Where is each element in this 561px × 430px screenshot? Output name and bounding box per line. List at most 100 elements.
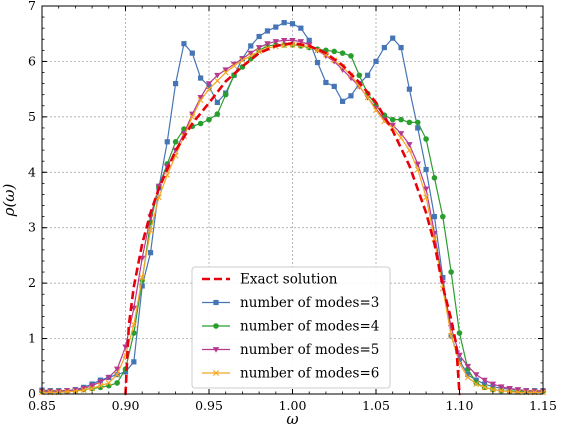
data-point xyxy=(423,194,430,201)
legend-label: number of modes=4 xyxy=(240,319,379,335)
data-point xyxy=(422,186,430,193)
x-tick-label: 1.10 xyxy=(446,398,474,413)
data-point xyxy=(205,81,213,87)
data-point xyxy=(273,24,279,30)
data-point xyxy=(489,381,497,388)
data-point xyxy=(348,93,354,99)
data-point xyxy=(247,50,254,57)
data-point xyxy=(147,227,154,234)
data-point xyxy=(80,387,87,394)
data-point xyxy=(481,381,488,387)
series-layer xyxy=(38,20,547,396)
data-point xyxy=(406,147,413,154)
data-point xyxy=(230,61,238,68)
data-point xyxy=(222,69,229,76)
data-point-stroke-b xyxy=(231,62,238,69)
data-point xyxy=(255,45,263,51)
data-point-stroke-b xyxy=(164,172,171,179)
data-point xyxy=(398,134,405,141)
data-point xyxy=(448,332,455,339)
data-point xyxy=(415,125,421,131)
data-point-stroke-b xyxy=(414,166,421,173)
data-point xyxy=(197,97,204,104)
grid xyxy=(42,6,543,394)
data-point xyxy=(222,67,229,73)
x-tick-label: 0.95 xyxy=(195,398,223,413)
data-point xyxy=(389,116,396,123)
data-point xyxy=(456,330,463,336)
data-point-stroke-b xyxy=(114,371,121,378)
data-point xyxy=(298,25,304,31)
data-point xyxy=(523,388,530,394)
legend-label: number of modes=5 xyxy=(240,342,379,358)
data-point xyxy=(456,358,463,364)
legend-marker xyxy=(213,323,219,329)
data-point-stroke-b xyxy=(373,107,379,114)
data-point xyxy=(173,81,179,87)
data-point xyxy=(456,352,463,359)
legend-marker-stroke-b xyxy=(213,370,219,376)
data-point xyxy=(364,94,371,101)
data-point xyxy=(139,283,145,289)
data-point xyxy=(197,120,204,127)
data-point xyxy=(356,72,363,79)
legend-label: number of modes=6 xyxy=(240,366,379,382)
data-point-stroke-b xyxy=(89,385,96,392)
data-point xyxy=(97,379,104,386)
data-point xyxy=(398,116,404,123)
data-point xyxy=(340,98,346,104)
data-point-stroke-b xyxy=(364,94,371,101)
data-point-stroke-b xyxy=(97,382,104,389)
data-point xyxy=(423,166,429,173)
data-point xyxy=(89,385,96,392)
data-point xyxy=(214,111,221,117)
data-point xyxy=(256,33,262,40)
data-point-stroke-b xyxy=(80,387,87,394)
data-point-stroke-b xyxy=(197,97,204,104)
data-point-stroke-b xyxy=(222,69,229,76)
data-point xyxy=(80,386,87,392)
y-tick-label: 1 xyxy=(28,331,36,346)
data-point xyxy=(314,59,321,66)
y-tick-label: 3 xyxy=(28,220,36,235)
data-point-stroke-b xyxy=(189,113,196,120)
y-tick-label: 4 xyxy=(28,164,36,179)
data-point xyxy=(198,75,204,81)
data-point-stroke-b xyxy=(322,51,329,58)
data-point xyxy=(239,57,246,64)
data-point xyxy=(390,35,396,41)
data-point xyxy=(114,371,121,378)
y-tick-label: 0 xyxy=(28,386,36,401)
legend-label: number of modes=3 xyxy=(240,295,379,311)
data-point-stroke-b xyxy=(247,52,254,59)
data-point xyxy=(498,384,505,390)
data-point xyxy=(398,44,404,51)
data-point xyxy=(88,383,96,389)
data-point xyxy=(139,274,146,281)
data-point xyxy=(465,372,471,378)
data-point xyxy=(214,72,221,79)
data-point xyxy=(206,116,212,123)
legend-box xyxy=(191,266,391,389)
data-point xyxy=(147,250,154,256)
series-0 xyxy=(124,41,461,396)
x-tick-label: 1.05 xyxy=(362,398,390,413)
data-point-stroke-b xyxy=(464,374,471,381)
data-point xyxy=(72,388,79,395)
data-point xyxy=(481,377,488,384)
data-point xyxy=(473,372,480,378)
data-point xyxy=(414,119,421,126)
data-point xyxy=(289,37,296,44)
data-point xyxy=(406,142,413,148)
data-point xyxy=(130,321,137,328)
data-point xyxy=(365,72,371,78)
data-point xyxy=(264,28,271,34)
data-point xyxy=(481,384,488,391)
data-point xyxy=(297,39,305,45)
data-point xyxy=(281,20,287,26)
data-point xyxy=(464,374,471,381)
x-axis-label: ω xyxy=(286,410,298,428)
data-point xyxy=(264,41,271,47)
data-point-stroke-b xyxy=(105,379,112,386)
